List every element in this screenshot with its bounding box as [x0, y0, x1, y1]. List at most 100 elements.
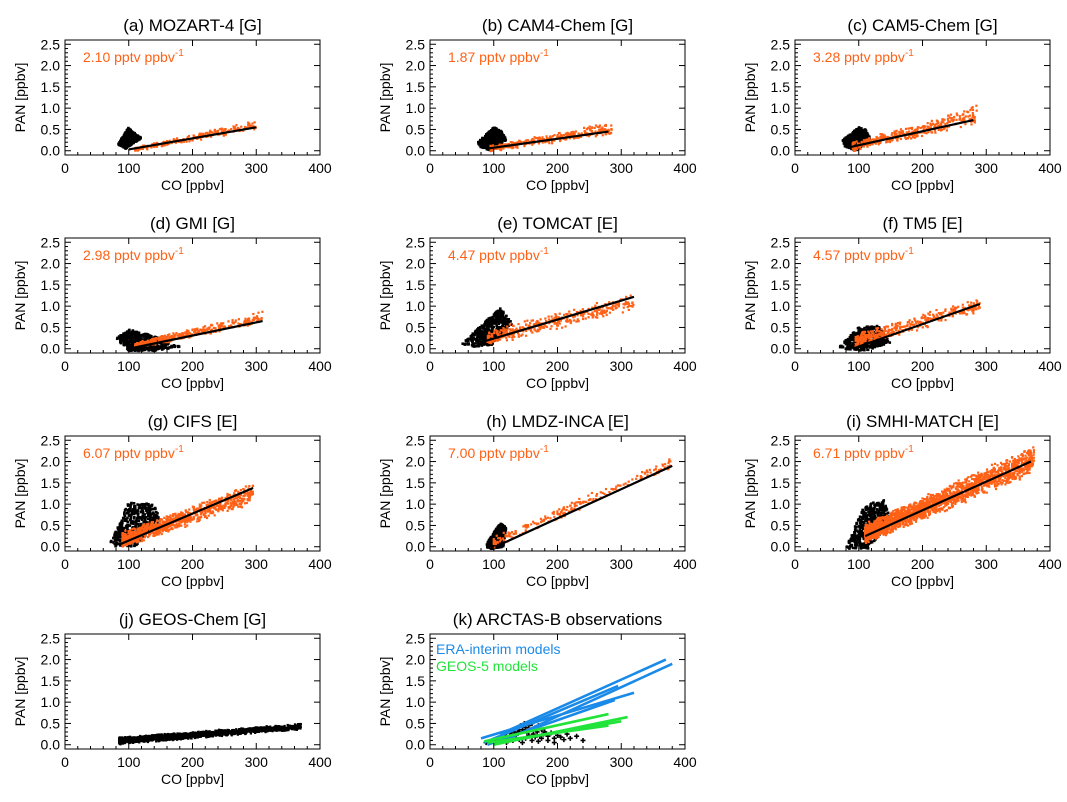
data-point — [515, 328, 519, 332]
data-point — [190, 333, 193, 336]
data-point — [499, 313, 503, 317]
data-point — [844, 136, 848, 140]
data-point — [867, 330, 870, 333]
data-point — [950, 307, 953, 310]
data-point — [125, 335, 129, 338]
data-point — [119, 144, 123, 147]
data-point — [489, 329, 493, 333]
data-point — [935, 122, 938, 126]
data-point — [545, 140, 548, 143]
data-point — [598, 128, 601, 131]
data-point — [839, 345, 842, 349]
data-point — [623, 302, 626, 305]
data-point — [854, 130, 857, 134]
data-point — [934, 125, 937, 128]
data-point — [556, 135, 559, 138]
data-point — [973, 119, 977, 122]
y-tick-label: 1.0 — [41, 100, 61, 116]
data-point — [557, 316, 560, 319]
data-point — [847, 145, 850, 149]
data-point — [972, 312, 975, 315]
data-point — [131, 330, 135, 333]
data-point — [596, 313, 599, 317]
data-point — [472, 336, 475, 340]
data-point — [509, 331, 512, 334]
data-point — [928, 317, 931, 320]
data-point — [595, 301, 599, 305]
data-point — [959, 125, 962, 129]
data-point — [488, 331, 491, 334]
data-point — [184, 331, 187, 334]
data-point — [950, 309, 953, 312]
data-point — [149, 346, 153, 349]
data-point — [864, 345, 867, 349]
data-point — [127, 342, 131, 346]
data-point — [538, 321, 541, 324]
data-point — [860, 134, 863, 138]
data-point — [222, 326, 225, 329]
data-point — [224, 128, 227, 131]
data-point — [260, 318, 263, 321]
data-point — [564, 132, 567, 135]
data-point — [583, 129, 586, 133]
data-point — [893, 132, 896, 136]
data-point — [926, 122, 929, 125]
data-point — [890, 139, 893, 142]
y-tick-label: 1.0 — [406, 298, 426, 314]
data-point — [492, 132, 495, 136]
data-point — [187, 134, 191, 138]
data-point — [910, 137, 913, 140]
data-point — [872, 327, 876, 330]
data-point — [855, 348, 859, 351]
data-point — [535, 321, 538, 324]
data-point — [962, 309, 966, 312]
panel-title: (d) GMI [G] — [150, 214, 235, 233]
data-point — [537, 325, 541, 328]
data-point — [595, 133, 599, 136]
data-point — [218, 330, 221, 333]
data-point — [506, 143, 509, 146]
data-point — [861, 129, 865, 132]
data-point — [218, 327, 221, 330]
data-point — [511, 146, 514, 150]
data-point — [125, 342, 128, 346]
data-point — [617, 302, 620, 305]
data-point — [153, 337, 156, 340]
data-point — [579, 135, 583, 138]
data-point — [471, 344, 475, 348]
data-point — [845, 339, 849, 342]
data-point — [482, 337, 485, 340]
data-point — [539, 318, 542, 321]
data-point — [942, 311, 945, 314]
data-point — [861, 342, 864, 345]
data-point — [927, 131, 930, 134]
data-point — [166, 333, 169, 337]
data-point — [610, 124, 613, 127]
data-point — [512, 324, 515, 327]
data-point — [489, 134, 492, 138]
data-point — [866, 139, 869, 142]
data-point — [853, 147, 856, 150]
data-point — [877, 326, 881, 329]
data-point — [198, 330, 201, 334]
data-point — [496, 139, 500, 143]
data-point — [489, 130, 492, 133]
data-point — [508, 323, 512, 326]
data-point — [478, 339, 482, 343]
data-point — [493, 334, 497, 338]
data-point — [166, 341, 170, 344]
data-point — [212, 132, 215, 135]
data-point — [150, 146, 153, 149]
data-point — [502, 327, 505, 330]
data-point — [857, 140, 861, 144]
data-point — [901, 129, 904, 133]
data-point — [598, 125, 601, 128]
y-tick-label: 1.5 — [41, 79, 61, 95]
data-point — [945, 129, 948, 132]
data-point — [493, 312, 497, 315]
data-point — [937, 128, 940, 132]
data-point — [540, 325, 543, 328]
data-point — [483, 330, 486, 333]
data-point — [495, 339, 499, 342]
data-point — [139, 335, 142, 339]
